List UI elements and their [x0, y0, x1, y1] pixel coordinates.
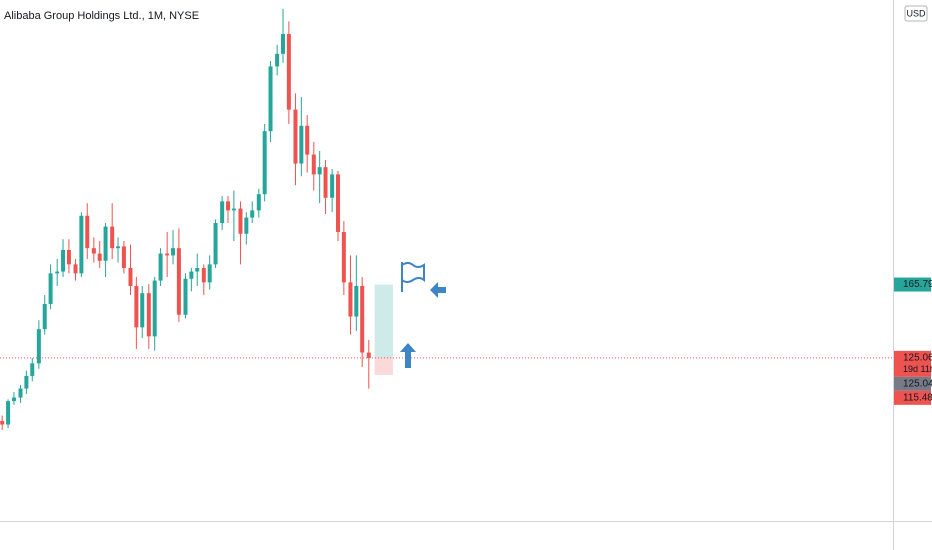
candle-body — [360, 285, 365, 353]
candle-body — [183, 278, 188, 315]
candle-body — [238, 208, 243, 234]
candle-body — [140, 293, 145, 328]
candle-body — [121, 246, 126, 268]
candle-body — [24, 375, 29, 389]
price-label: 165.79 — [903, 279, 932, 290]
candle-body — [176, 248, 181, 315]
candle-body — [207, 264, 212, 283]
candle-body — [146, 293, 151, 337]
price-label: 115.48 — [903, 392, 932, 403]
candle-body — [55, 271, 60, 274]
candle-body — [330, 174, 335, 198]
candle-body — [195, 267, 200, 272]
candle-body — [79, 215, 84, 274]
left-arrow-icon — [430, 282, 446, 298]
candle-body — [220, 201, 225, 223]
candle-body — [171, 248, 176, 256]
candle-body — [323, 167, 328, 198]
candle-body — [244, 217, 249, 234]
candle-body — [165, 253, 170, 256]
candle-body — [66, 249, 71, 265]
loss-zone — [374, 357, 393, 376]
profit-zone — [374, 284, 393, 358]
candle-body — [91, 248, 96, 254]
candle-body — [0, 420, 5, 425]
price-label-box — [894, 376, 931, 391]
candle-body — [256, 194, 261, 211]
candle-body — [275, 53, 280, 67]
candle-body — [158, 253, 163, 281]
price-label-box — [894, 277, 931, 292]
candle-body — [341, 231, 346, 283]
candle-body — [11, 397, 16, 402]
price-label: 125.04 — [903, 378, 932, 389]
candle-body — [262, 131, 267, 195]
candle-body — [268, 66, 273, 132]
candle-body — [286, 34, 291, 110]
plot — [0, 8, 893, 430]
candle-body — [48, 273, 53, 304]
candle-body — [293, 109, 298, 164]
currency-box[interactable] — [904, 5, 928, 22]
candle-body — [335, 174, 340, 232]
candle-body — [354, 285, 359, 317]
up-arrow-icon — [400, 343, 416, 368]
price-countdown: 19d 11h — [903, 364, 932, 374]
candle-body — [250, 210, 255, 218]
price-label-box — [894, 350, 931, 377]
price-label: 125.06 — [903, 352, 932, 363]
candle-body — [299, 125, 304, 164]
candle-body — [201, 267, 206, 283]
candle-body — [97, 253, 102, 261]
candle-body — [36, 329, 41, 364]
candle-body — [348, 282, 353, 317]
candle-body — [73, 264, 78, 274]
candle-body — [110, 226, 115, 249]
flag-icon — [401, 262, 425, 292]
candle-body — [189, 271, 194, 279]
candle-body — [85, 215, 90, 249]
chart-title: Alibaba Group Holdings Ltd., 1M, NYSE — [4, 10, 199, 22]
candle-body — [317, 167, 322, 175]
candle-body — [42, 303, 47, 330]
currency[interactable]: USD — [906, 8, 926, 18]
candle-body — [30, 363, 35, 376]
candle-body — [18, 388, 23, 398]
candle-body — [103, 226, 108, 261]
candle-body — [152, 280, 157, 337]
candle-body — [281, 34, 286, 54]
price-label-box — [894, 390, 931, 405]
candle-body — [61, 249, 66, 272]
candle-body — [226, 201, 231, 211]
candle-body — [6, 401, 11, 425]
candle-body — [305, 125, 310, 155]
candle-body — [231, 208, 236, 211]
candle-body — [128, 267, 133, 286]
candle-body — [366, 352, 371, 358]
candle-body — [134, 285, 139, 328]
candle-body — [311, 154, 316, 175]
candle-body — [116, 246, 121, 249]
candle-body — [213, 222, 218, 265]
